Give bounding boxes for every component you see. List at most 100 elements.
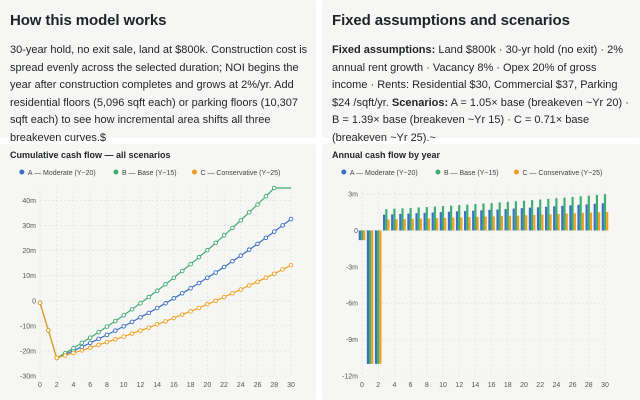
point-b-10	[121, 313, 126, 318]
point-c-21	[213, 298, 218, 304]
y-tick-label: 10m	[22, 273, 36, 280]
bar-a-12	[455, 211, 459, 231]
bar-b-25	[563, 197, 566, 231]
bar-c-26	[573, 213, 576, 231]
bar-c-22	[541, 214, 544, 231]
bar-b-22	[539, 199, 542, 231]
bar-a-29	[593, 203, 596, 231]
point-b-21	[213, 240, 218, 246]
series-line-b	[39, 187, 291, 359]
point-a-24	[238, 253, 244, 258]
point-c-20	[205, 302, 210, 307]
bar-b-7	[417, 207, 420, 231]
point-b-22	[221, 233, 227, 238]
bar-a-21	[528, 207, 532, 231]
bar-c-2	[379, 230, 382, 364]
point-c-25	[246, 283, 252, 288]
bar-b-16	[490, 203, 493, 231]
point-a-10	[121, 324, 126, 329]
point-c-2	[54, 355, 59, 361]
x-tick-label: 12	[455, 382, 463, 389]
bar-a-10	[439, 212, 442, 231]
x-tick-label: 18	[504, 382, 512, 389]
point-b-23	[230, 225, 235, 231]
bar-c-8	[427, 218, 431, 231]
point-a-27	[263, 235, 269, 241]
point-b-12	[138, 301, 143, 306]
point-b-7	[96, 329, 101, 335]
bar-a-6	[407, 213, 410, 231]
y-tick-label: 20m	[22, 248, 36, 255]
point-b-24	[238, 218, 244, 223]
x-tick-label: 16	[488, 382, 496, 389]
x-tick-label: 20	[520, 382, 528, 389]
legend-marker-b	[435, 169, 441, 175]
x-tick-label: 30	[601, 382, 609, 389]
cumulative-chart-title: Cumulative cash flow — all scenarios	[10, 150, 171, 160]
point-a-22	[221, 264, 227, 270]
point-c-19	[196, 305, 202, 311]
bar-c-19	[516, 215, 520, 231]
point-a-17	[179, 291, 185, 296]
x-tick-label: 10	[120, 382, 128, 389]
bar-c-11	[452, 217, 455, 231]
bar-b-27	[579, 196, 582, 231]
bar-b-12	[458, 205, 461, 231]
x-tick-label: 8	[105, 382, 109, 389]
bar-b-5	[401, 208, 404, 231]
point-a-7	[96, 336, 101, 342]
y-tick-label: -10m	[20, 323, 36, 330]
bar-c-5	[403, 219, 406, 231]
bar-b-18	[506, 201, 509, 231]
point-a-9	[113, 328, 118, 333]
bar-b-1	[369, 230, 372, 364]
point-a-18	[188, 286, 193, 291]
bar-b-14	[474, 204, 477, 231]
x-tick-label: 18	[187, 382, 195, 389]
x-tick-label: 10	[439, 382, 447, 389]
point-b-19	[196, 254, 202, 260]
bar-c-25	[565, 213, 568, 231]
point-c-27	[263, 275, 269, 280]
x-tick-label: 16	[170, 382, 178, 389]
x-tick-label: 2	[376, 382, 380, 389]
bar-b-20	[522, 200, 526, 231]
bar-c-24	[557, 213, 560, 231]
y-tick-label: 40m	[22, 198, 36, 205]
point-b-16	[171, 275, 177, 280]
bar-c-13	[468, 217, 471, 231]
point-b-27	[263, 194, 269, 199]
bar-c-12	[460, 217, 463, 231]
point-b-8	[104, 324, 110, 329]
point-c-22	[221, 294, 227, 300]
y-tick-label: -30m	[20, 374, 36, 381]
y-tick-label: -12m	[342, 374, 358, 381]
legend-label-a: A — Moderate (Y~20)	[28, 170, 96, 177]
point-b-15	[163, 282, 168, 287]
point-a-8	[104, 332, 110, 338]
bar-b-29	[595, 194, 598, 231]
bar-b-2	[377, 230, 380, 364]
bar-b-30	[603, 194, 607, 231]
point-c-7	[96, 342, 101, 348]
point-c-6	[87, 345, 93, 350]
bar-a-17	[496, 209, 499, 231]
point-b-9	[113, 318, 118, 324]
point-a-25	[246, 247, 252, 252]
point-b-25	[246, 210, 252, 215]
x-tick-label: 14	[153, 382, 161, 389]
point-a-11	[129, 319, 135, 325]
legend-label-b: B — Base (Y~15)	[122, 170, 177, 177]
bar-c-14	[476, 216, 479, 231]
bar-a-25	[561, 205, 564, 231]
point-c-10	[121, 334, 126, 339]
bar-a-3	[383, 214, 386, 231]
fixed-assumptions-label: Fixed assumptions:	[332, 44, 436, 56]
legend-marker-a	[341, 169, 347, 175]
bar-a-0	[358, 230, 361, 241]
point-a-6	[87, 340, 93, 346]
point-b-20	[205, 247, 210, 253]
cumulative-chart-card: Cumulative cash flow — all scenarios A —…	[0, 144, 316, 400]
legend-marker-c	[513, 169, 519, 175]
point-c-1	[46, 328, 51, 333]
